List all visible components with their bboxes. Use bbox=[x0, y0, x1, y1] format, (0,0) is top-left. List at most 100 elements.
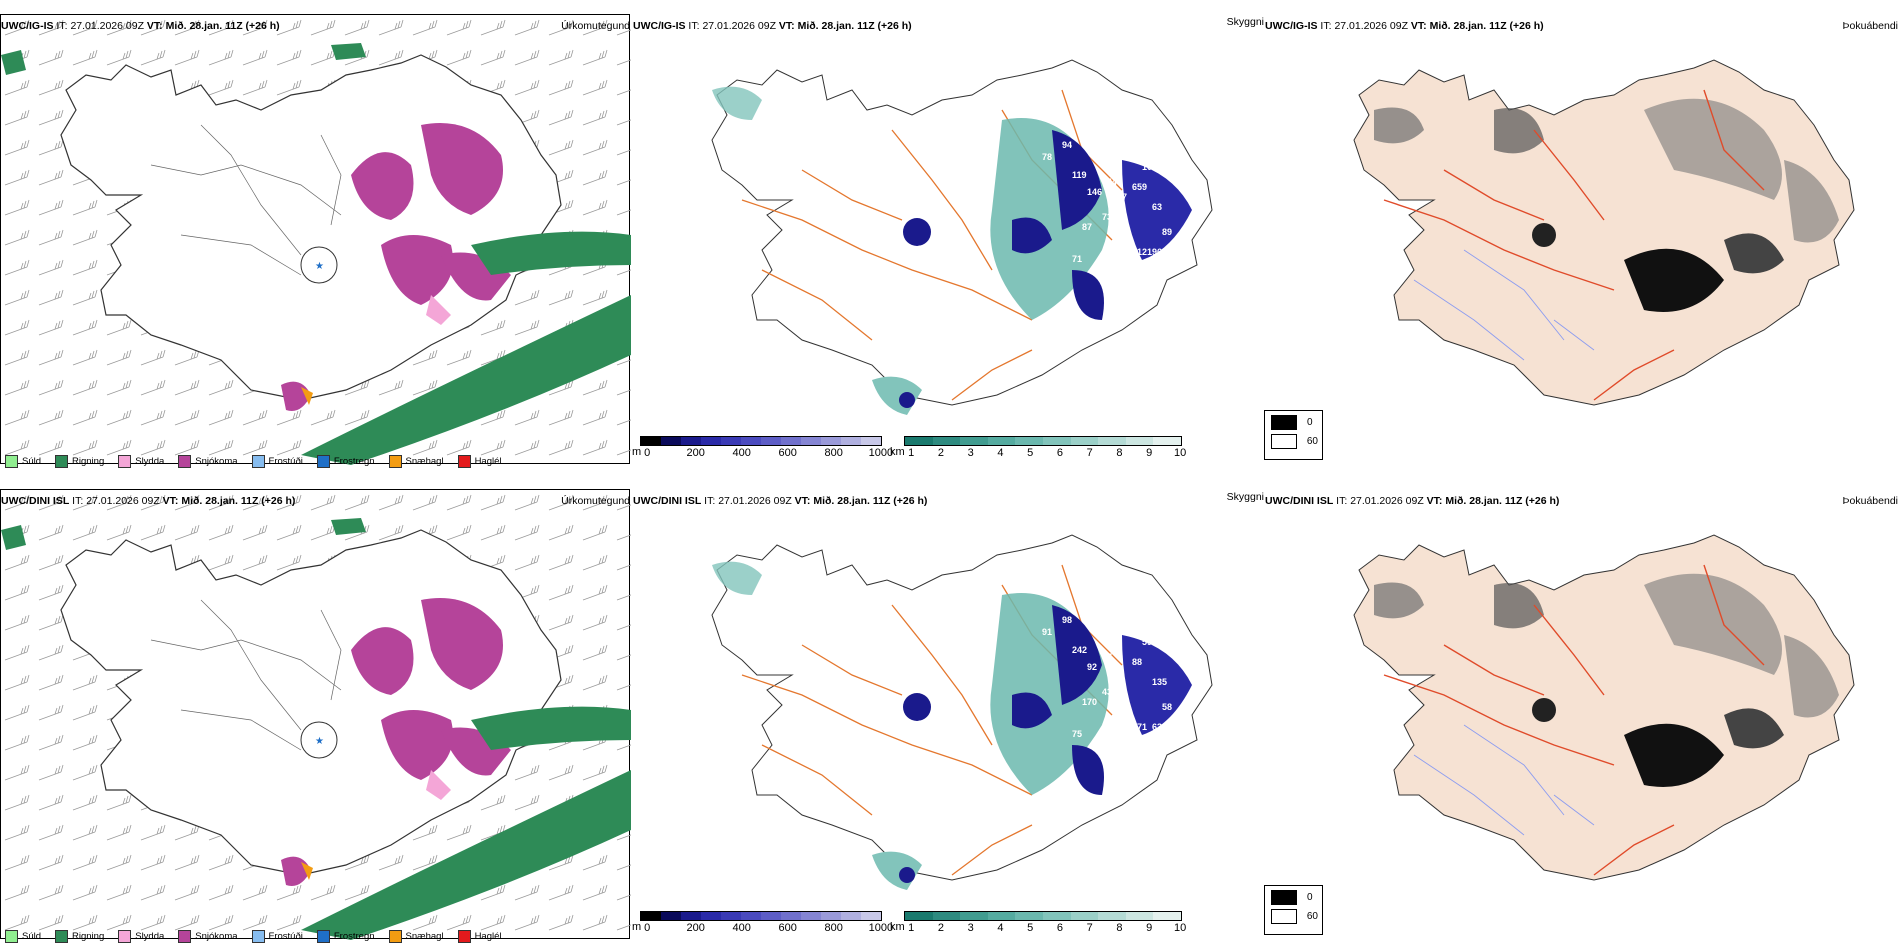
fog-legend-swatch bbox=[1271, 909, 1297, 924]
it-label: IT: bbox=[72, 495, 84, 507]
it-value: 27.01.2026 09Z bbox=[718, 495, 792, 507]
cloud-base-tick: 600 bbox=[778, 447, 797, 459]
cloud-base-unit: m bbox=[632, 921, 642, 933]
visibility-tick: 5 bbox=[1027, 922, 1034, 934]
it-label: IT: bbox=[56, 20, 68, 32]
cloud-base-value: 67 bbox=[1102, 652, 1112, 662]
precip-map-frame: ★ Súld Rigning Slydda Snjókoma Frostúði … bbox=[0, 14, 631, 468]
precip-legend-label: Snæhagl bbox=[405, 931, 444, 942]
precip-legend-swatch bbox=[178, 930, 192, 943]
fog-map bbox=[1353, 534, 1855, 881]
fog-legend: 0 60 bbox=[1264, 410, 1323, 460]
fog-legend-label: 60 bbox=[1306, 911, 1318, 922]
fog-legend: 0 60 bbox=[1264, 885, 1323, 935]
visibility-tick: 4 bbox=[997, 447, 1004, 459]
panel-title: UWC/IG-IS IT: 27.01.2026 09Z VT: Mið. 28… bbox=[1, 20, 280, 32]
cloud-base-tick: 200 bbox=[686, 447, 705, 459]
precip-legend-swatch bbox=[55, 455, 69, 468]
svg-text:★: ★ bbox=[315, 736, 324, 747]
precip-legend-swatch bbox=[388, 455, 402, 468]
precip-legend-item: Frostregn bbox=[316, 455, 375, 468]
precip-type-panel: ★ Súld Rigning Slydda Snjókoma Frostúði … bbox=[0, 0, 632, 475]
visibility-tick: 9 bbox=[1146, 447, 1153, 459]
precip-legend-label: Snjókoma bbox=[195, 456, 238, 467]
precip-legend-label: Snæhagl bbox=[405, 456, 444, 467]
cloud-base-value: 61 bbox=[1122, 757, 1132, 767]
model-name: UWC/DINI ISL bbox=[1265, 495, 1334, 507]
cloud-base-value: 71 bbox=[1137, 722, 1147, 732]
fog-label: Þokuábendi bbox=[1842, 20, 1898, 32]
cloud-base-value: 76 bbox=[1102, 722, 1112, 732]
it-label: IT: bbox=[1336, 495, 1348, 507]
precip-map-frame: ★ Súld Rigning Slydda Snjókoma Frostúði … bbox=[0, 489, 631, 943]
visibility-tick: 7 bbox=[1086, 922, 1093, 934]
vt-value: Mið. 28.jan. 11Z (+26 h) bbox=[1445, 495, 1560, 507]
fog-legend-label: 0 bbox=[1307, 892, 1313, 903]
visibility-tick: 10 bbox=[1174, 447, 1187, 459]
precip-legend-item: Snjókoma bbox=[178, 455, 238, 468]
precip-legend-swatch bbox=[457, 930, 471, 943]
visibility-tick: 6 bbox=[1056, 447, 1064, 459]
it-value: 27.01.2026 09Z bbox=[86, 495, 160, 507]
panel-title: UWC/IG-IS IT: 27.01.2026 09Z VT: Mið. 28… bbox=[1265, 20, 1544, 32]
cloud-base-value: 119 bbox=[1072, 170, 1087, 180]
precip-legend-swatch bbox=[55, 930, 69, 943]
visibility-tick: 8 bbox=[1116, 447, 1123, 459]
cloud-base-value: 123 bbox=[1122, 282, 1137, 292]
it-value: 27.01.2026 09Z bbox=[70, 20, 144, 32]
cloud-base-value: 58 bbox=[1162, 702, 1172, 712]
vt-label: VT: bbox=[794, 495, 811, 507]
precip-legend-swatch bbox=[118, 930, 132, 943]
model-row: ★ Súld Rigning Slydda Snjókoma Frostúði … bbox=[0, 475, 1900, 950]
precip-legend-label: Frostregn bbox=[333, 456, 375, 467]
fog-legend-label: 60 bbox=[1306, 436, 1318, 447]
cloud-base-tick: 200 bbox=[686, 922, 705, 934]
visibility-tick: 1 bbox=[908, 922, 915, 934]
cloud-base-tick: 800 bbox=[824, 447, 843, 459]
vt-label: VT: bbox=[1426, 495, 1443, 507]
precip-type-map: ★ bbox=[1, 490, 631, 940]
precip-type-panel: ★ Súld Rigning Slydda Snjókoma Frostúði … bbox=[0, 475, 632, 950]
cloud-base-value: 71 bbox=[1072, 254, 1082, 264]
visibility-tick: 8 bbox=[1116, 922, 1123, 934]
model-name: UWC/DINI ISL bbox=[633, 495, 702, 507]
cloud-base-value: 146 bbox=[1087, 187, 1102, 197]
precip-legend: Súld Rigning Slydda Snjókoma Frostúði Fr… bbox=[5, 455, 502, 468]
cloud-base-value: 91 bbox=[1042, 627, 1052, 637]
vt-value: Mið. 28.jan. 11Z (+26 h) bbox=[797, 20, 912, 32]
cloud-base-value: 89 bbox=[1162, 227, 1172, 237]
precip-legend-item: Haglél bbox=[457, 930, 502, 943]
fog-panel: UWC/DINI ISL IT: 27.01.2026 09Z VT: Mið.… bbox=[1264, 475, 1900, 950]
precip-legend-label: Slydda bbox=[135, 931, 165, 942]
visibility-tick: 3 bbox=[967, 447, 974, 459]
precip-type-map: ★ bbox=[1, 15, 631, 465]
precip-legend-item: Frostregn bbox=[316, 930, 375, 943]
precip-legend-swatch bbox=[251, 930, 265, 943]
fog-panel: UWC/IG-IS IT: 27.01.2026 09Z VT: Mið. 28… bbox=[1264, 0, 1900, 475]
cloud-base-value: 81 bbox=[1177, 172, 1187, 182]
cloud-base-value: 33 bbox=[1087, 322, 1097, 332]
cloud-base-value: 82 bbox=[1117, 95, 1127, 105]
precip-legend-item: Haglél bbox=[457, 455, 502, 468]
precip-legend-swatch bbox=[316, 455, 330, 468]
model-name: UWC/IG-IS bbox=[633, 20, 686, 32]
fog-legend-swatch bbox=[1271, 415, 1297, 430]
cloud-base-tick: 400 bbox=[732, 447, 751, 459]
model-row: ★ Súld Rigning Slydda Snjókoma Frostúði … bbox=[0, 0, 1900, 475]
it-label: IT: bbox=[688, 20, 700, 32]
visibility-label: Skyggni bbox=[1226, 491, 1264, 503]
cloud-base-value: 10 bbox=[1187, 187, 1197, 197]
cloud-base-value: 147 bbox=[1142, 617, 1157, 627]
cloud-base-value: 144 bbox=[1102, 177, 1117, 187]
cloud-base-tick: 800 bbox=[824, 922, 843, 934]
cloud-base-value: 63 bbox=[1152, 722, 1162, 732]
precip-legend-label: Súld bbox=[22, 931, 42, 942]
precip-legend-item: Frostúði bbox=[251, 455, 303, 468]
vt-value: Mið. 28.jan. 11Z (+26 h) bbox=[165, 20, 280, 32]
precip-legend-item: Súld bbox=[5, 455, 41, 468]
it-value: 27.01.2026 09Z bbox=[1334, 20, 1408, 32]
precip-type-label: Úrkomutegund bbox=[561, 20, 630, 32]
precip-legend-item: Slydda bbox=[118, 930, 164, 943]
cloud-base-value: 12 bbox=[917, 719, 927, 729]
cloud-base-value: 107 bbox=[1112, 192, 1127, 202]
